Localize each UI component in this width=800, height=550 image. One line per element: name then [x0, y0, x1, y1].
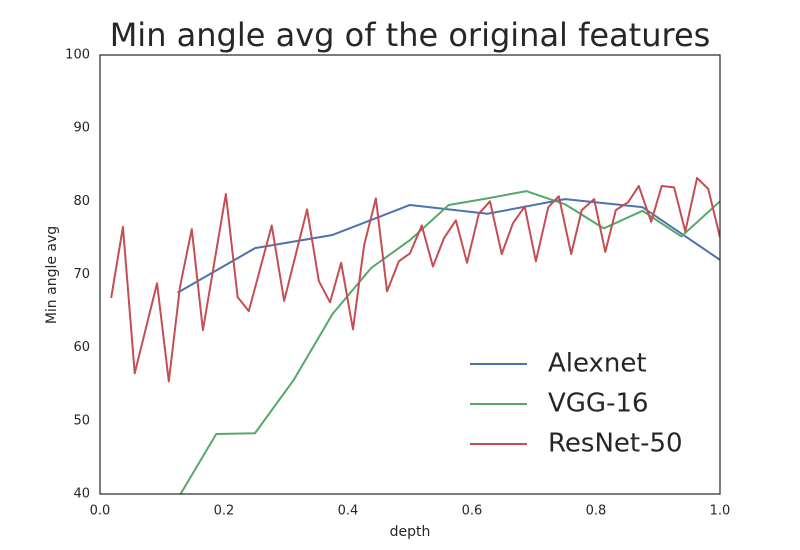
- y-tick-label: 70: [73, 267, 90, 282]
- legend-label: VGG-16: [548, 389, 649, 419]
- data-line: [179, 190, 720, 494]
- x-tick-label: 0.0: [90, 504, 111, 519]
- x-tick-label: 0.4: [338, 504, 359, 519]
- x-tick-label: 0.8: [586, 504, 607, 519]
- data-line: [177, 198, 720, 294]
- legend-label: Alexnet: [548, 349, 647, 379]
- legend-label: ResNet-50: [548, 429, 683, 459]
- x-axis-label: depth: [390, 524, 431, 540]
- y-tick-label: 50: [73, 413, 90, 428]
- x-tick-label: 0.6: [462, 504, 483, 519]
- plot-lines: [110, 176, 720, 494]
- chart-title: Min angle avg of the original features: [110, 16, 711, 54]
- x-tick-label: 0.2: [214, 504, 235, 519]
- y-tick-label: 60: [73, 340, 90, 355]
- data-line: [110, 176, 720, 383]
- y-tick-label: 100: [65, 48, 90, 63]
- y-tick-label: 90: [73, 121, 90, 136]
- y-axis-label: Min angle avg: [44, 226, 60, 324]
- y-tick-label: 40: [73, 487, 90, 502]
- plot-frame: [99, 54, 721, 495]
- x-tick-label: 1.0: [710, 504, 731, 519]
- y-tick-label: 80: [73, 194, 90, 209]
